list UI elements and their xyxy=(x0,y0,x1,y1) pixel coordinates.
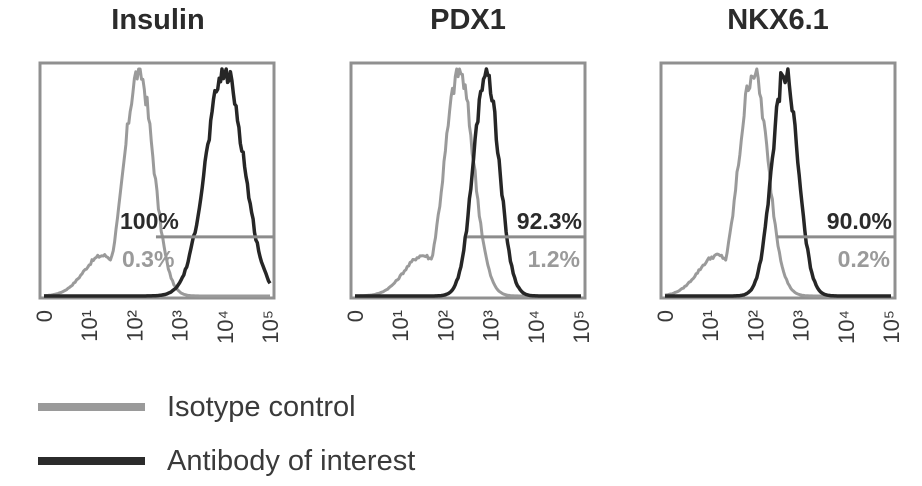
tick-label: 10³ xyxy=(168,310,193,342)
percent-isotype: 1.2% xyxy=(528,246,580,272)
legend-label-antibody: Antibody of interest xyxy=(167,445,415,478)
percent-antibody: 100% xyxy=(120,208,179,234)
tick-label: 10⁴ xyxy=(213,310,238,344)
tick-label: 10⁵ xyxy=(569,310,594,344)
tick-label: 10⁵ xyxy=(258,310,283,344)
tick-label: 10² xyxy=(122,310,147,342)
percent-isotype: 0.2% xyxy=(838,246,890,272)
tick-label: 10¹ xyxy=(77,310,102,342)
tick-label: 0 xyxy=(32,310,57,322)
tick-label: 10¹ xyxy=(388,310,413,342)
tick-label: 10² xyxy=(433,310,458,342)
tick-label: 10¹ xyxy=(698,310,723,342)
tick-label: 10³ xyxy=(789,310,814,342)
tick-label: 0 xyxy=(653,310,678,322)
histogram-plots: 100% 0.3% 0 10¹ 10² 10³ 10⁴ 10⁵ 92.3% 1.2% 0 10¹ 10²… xyxy=(0,0,922,390)
legend-label-isotype: Isotype control xyxy=(167,391,356,424)
tick-label: 10⁴ xyxy=(834,310,859,344)
legend-swatch-antibody xyxy=(38,457,145,465)
percent-antibody: 92.3% xyxy=(517,208,582,234)
percent-isotype: 0.3% xyxy=(122,246,174,272)
tick-label: 10⁴ xyxy=(524,310,549,344)
tick-label: 10⁵ xyxy=(879,310,904,344)
tick-label: 10³ xyxy=(479,310,504,342)
percent-antibody: 90.0% xyxy=(827,208,892,234)
legend-item-isotype: Isotype control xyxy=(38,387,356,427)
legend-swatch-isotype xyxy=(38,403,145,411)
tick-label: 10² xyxy=(743,310,768,342)
legend-item-antibody: Antibody of interest xyxy=(38,441,415,481)
tick-label: 0 xyxy=(343,310,368,322)
